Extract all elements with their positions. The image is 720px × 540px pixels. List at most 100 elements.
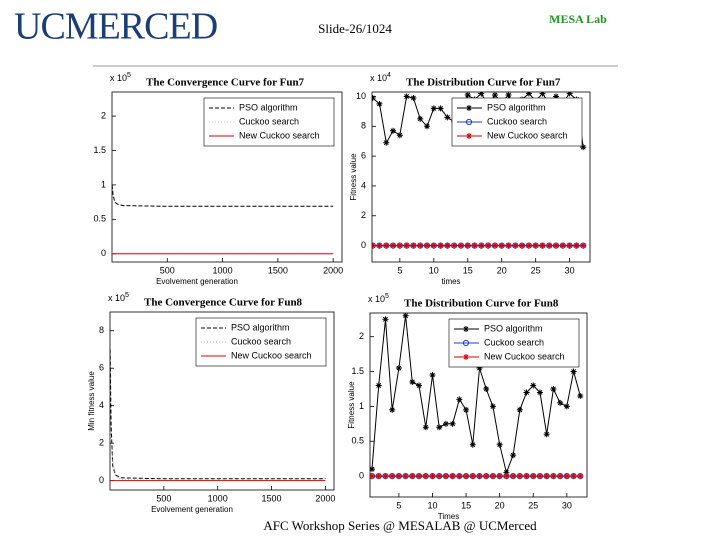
marker — [376, 100, 383, 107]
legend-box — [203, 97, 335, 147]
marker — [403, 242, 410, 249]
marker — [395, 473, 402, 480]
marker — [424, 123, 431, 130]
marker — [512, 242, 519, 249]
marker — [403, 93, 410, 100]
lab-name: MESA Lab — [549, 12, 607, 26]
y-scale-label: x 105 — [108, 292, 129, 304]
series-line — [110, 349, 326, 480]
marker — [409, 379, 416, 385]
x-tick-label: 25 — [528, 500, 538, 510]
x-tick-label: 500 — [156, 493, 171, 503]
marker — [424, 242, 431, 249]
marker — [577, 392, 584, 399]
marker — [444, 114, 451, 121]
x-axis-label: Evolvement generation — [151, 505, 233, 514]
x-tick-label: 5 — [396, 500, 401, 510]
marker — [442, 473, 449, 480]
legend-label: New Cuckoo search — [239, 130, 320, 140]
marker — [464, 92, 471, 98]
marker — [383, 139, 390, 146]
x-axis-label: Evolvement generation — [156, 277, 238, 286]
footer: AFC Workshop Series @ MESALAB @ UCMerced — [263, 518, 537, 533]
slide-number: Slide-26/1024 — [318, 21, 392, 36]
marker — [451, 242, 458, 249]
y-scale-label: x 105 — [368, 293, 389, 305]
marker — [456, 473, 463, 480]
marker — [550, 473, 557, 480]
marker — [483, 385, 490, 392]
chart: 0 0.5 1 1.5 2 500 1000 1500 2000 The Convergence … — [93, 72, 343, 286]
marker — [442, 420, 449, 427]
y-scale-text: x 10 — [108, 293, 125, 303]
y-tick-label: 1 — [359, 401, 364, 411]
marker — [543, 473, 550, 480]
marker — [489, 473, 496, 480]
x-tick-label: 1500 — [268, 265, 288, 275]
marker — [510, 452, 517, 459]
marker — [390, 242, 397, 249]
y-tick-label: 4 — [99, 400, 104, 410]
y-tick-label: 0 — [359, 470, 364, 480]
chart: 0 2 4 6 8 500 1000 1500 2000 The Convergence Curv… — [87, 292, 335, 514]
y-tick-label: 1.5 — [93, 145, 106, 155]
x-axis-label: Times — [438, 512, 459, 521]
marker — [449, 420, 456, 427]
marker — [396, 132, 403, 139]
marker — [422, 424, 429, 431]
marker — [376, 242, 383, 249]
marker — [546, 242, 553, 249]
y-tick-label: 2 — [361, 210, 366, 220]
legend-marker — [462, 339, 470, 347]
y-scale-text: x 10 — [370, 73, 387, 83]
y-axis-label: Min fitness value — [87, 371, 96, 431]
x-tick-label: 1000 — [213, 265, 233, 275]
marker — [532, 242, 539, 249]
marker — [498, 242, 505, 249]
marker — [557, 399, 564, 406]
marker — [510, 473, 517, 480]
marker — [429, 473, 436, 480]
x-tick-label: 500 — [160, 265, 175, 275]
legend-label: Cuckoo search — [231, 336, 291, 346]
marker — [553, 242, 560, 249]
marker — [550, 385, 557, 392]
marker — [457, 242, 464, 249]
marker — [539, 242, 546, 249]
x-tick-label: 20 — [497, 265, 507, 275]
y-tick-label: 0 — [101, 248, 106, 258]
marker — [396, 242, 403, 249]
marker — [559, 242, 566, 249]
legend-label: New Cuckoo search — [487, 130, 568, 140]
y-tick-label: 1.5 — [351, 366, 364, 376]
y-scale-label: x 105 — [110, 72, 131, 84]
marker — [430, 242, 437, 249]
marker — [372, 94, 376, 101]
marker — [516, 406, 523, 413]
marker — [543, 431, 550, 438]
x-tick-label: 10 — [429, 265, 439, 275]
y-scale-text: x 10 — [368, 294, 385, 304]
marker — [476, 473, 483, 480]
marker — [437, 242, 444, 249]
legend-marker — [466, 105, 472, 111]
marker — [491, 92, 498, 98]
marker — [390, 127, 397, 134]
x-tick-label: 20 — [495, 500, 505, 510]
y-tick-label: 6 — [99, 363, 104, 373]
legend-box — [195, 317, 327, 367]
marker — [580, 144, 587, 151]
marker — [476, 365, 483, 372]
marker — [437, 105, 444, 112]
marker — [503, 473, 510, 480]
marker — [469, 473, 476, 480]
x-tick-label: 5 — [397, 265, 402, 275]
marker — [530, 382, 537, 389]
plot — [112, 184, 334, 255]
marker — [409, 473, 416, 480]
y-tick-label: 1 — [101, 179, 106, 189]
x-tick-label: 25 — [531, 265, 541, 275]
legend-marker — [463, 326, 469, 332]
legend-label: Cuckoo search — [484, 337, 544, 347]
y-scale-power: 5 — [385, 293, 389, 300]
